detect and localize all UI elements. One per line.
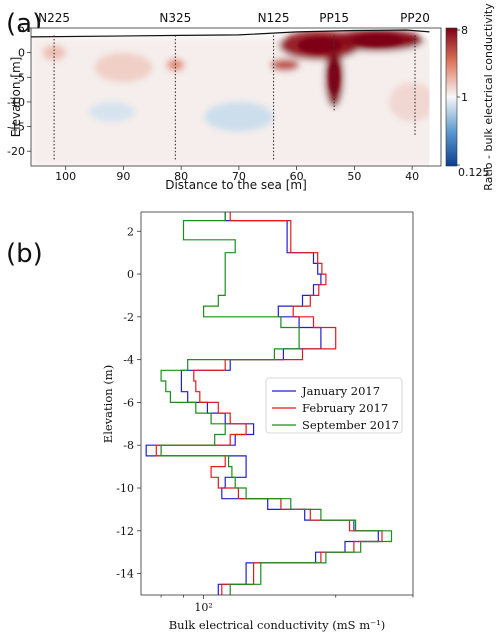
x-tick-label: 80: [174, 170, 188, 183]
y-tick-label: -12: [116, 525, 134, 538]
y-tick-label: -10: [7, 96, 25, 109]
y-tick-label: 5: [18, 22, 25, 35]
y-tick-label: -6: [123, 396, 134, 409]
colorbar-tick-max: 8: [461, 24, 468, 37]
panel-b-y-ticks: 2 0 -2 -4 -6 -8 -10 -12 -14: [116, 225, 141, 581]
legend: January 2017 February 2017 September 201…: [265, 377, 403, 434]
field-anomaly: [42, 45, 66, 61]
colorbar: 8 1 0.125 Ratio - bulk electrical conduc…: [445, 3, 495, 191]
y-tick-label: -10: [116, 482, 134, 495]
y-tick-label: -20: [7, 145, 25, 158]
panel-b-label: (b): [6, 239, 43, 269]
y-tick-label: -2: [123, 311, 134, 324]
field-anomaly-core: [297, 37, 342, 54]
field-base: [31, 36, 441, 166]
x-tick-label: 40: [405, 170, 419, 183]
x-tick-label: 70: [232, 170, 246, 183]
y-tick-label: -14: [116, 568, 134, 581]
well-label: N125: [258, 11, 290, 25]
field-anomaly: [204, 101, 274, 132]
conductivity-profiles: [145, 212, 393, 595]
y-tick-label: -8: [123, 439, 134, 452]
y-tick-label: -15: [7, 121, 25, 134]
field-anomaly: [94, 52, 153, 83]
panel-a-y-axis-label: Elevation [m]: [9, 57, 23, 138]
x-tick-label: 50: [347, 170, 361, 183]
legend-label-february: February 2017: [302, 401, 388, 415]
panel-a-x-ticks: 100 90 80 70 60 50 40: [55, 166, 419, 183]
legend-label-september: September 2017: [302, 418, 399, 432]
well-label: N225: [38, 11, 70, 25]
panel-a-frame: [30, 27, 442, 167]
colorbar-label: Ratio - bulk electrical conductivity: [482, 3, 495, 191]
y-tick-label: 0: [18, 47, 25, 60]
panel-a-plot: [30, 27, 442, 167]
panel-a-x-axis-label: Distance to the sea [m]: [165, 178, 307, 192]
y-tick-label: -5: [14, 71, 25, 84]
ground-surface-line: [30, 29, 430, 38]
x-tick-label: 10²: [194, 601, 212, 614]
field-anomaly: [389, 82, 436, 122]
ground-surface: [30, 29, 430, 38]
well-label: N325: [159, 11, 191, 25]
panel-b-y-axis-label: Elevation (m): [101, 365, 115, 443]
field-anomaly-core: [352, 34, 403, 47]
legend-label-january: January 2017: [301, 384, 380, 398]
conductivity-ratio-field: [31, 28, 441, 166]
colorbar-gradient: [445, 27, 458, 167]
well-label: PP15: [319, 11, 349, 25]
x-tick-label: 90: [116, 170, 130, 183]
field-anomaly: [166, 59, 185, 71]
panel-a-y-ticks: 5 0 -5 -10 -15 -20: [7, 22, 31, 158]
panel-b-x-axis-label: Bulk electrical conductivity (mS m⁻¹): [169, 618, 386, 632]
field-anomaly: [88, 101, 135, 122]
panel-b-frame: [140, 211, 414, 596]
series-line-february: [155, 212, 383, 595]
y-tick-label: 0: [127, 268, 134, 281]
no-data-mask: [429, 28, 441, 166]
colorbar-tick-mid: 1: [461, 91, 468, 104]
series-line-september: [160, 212, 393, 595]
x-tick-label: 100: [55, 170, 76, 183]
well-label: PP20: [400, 11, 430, 25]
well-markers: [53, 35, 416, 162]
panel-b-x-ticks: 10²: [160, 595, 414, 614]
x-tick-label: 60: [290, 170, 304, 183]
legend-box: [265, 377, 403, 434]
field-anomaly: [270, 59, 300, 71]
colorbar-tick-min: 0.125: [458, 166, 490, 179]
y-tick-label: -4: [123, 354, 134, 367]
y-tick-label: 2: [127, 225, 134, 238]
air-mask: [31, 28, 441, 37]
field-anomaly-core: [329, 61, 340, 94]
